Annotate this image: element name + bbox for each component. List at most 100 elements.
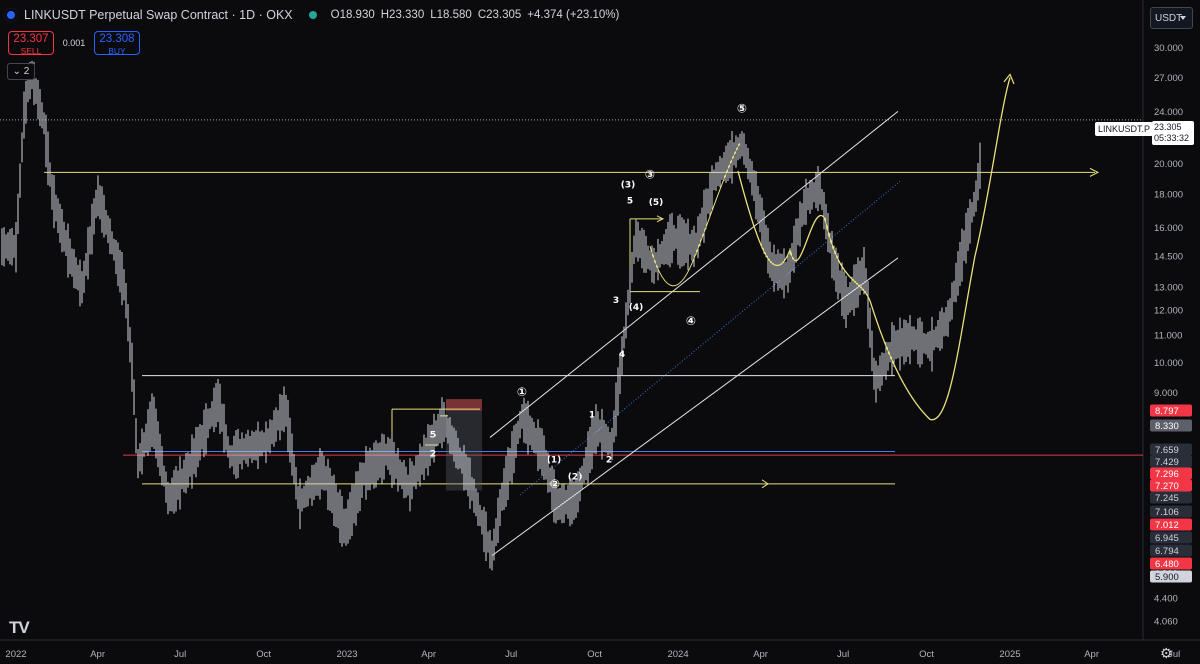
price-tick-label: 30.000 xyxy=(1154,43,1183,54)
tradingview-logo-icon[interactable]: TV xyxy=(9,618,30,637)
time-tick-label: Oct xyxy=(919,649,934,660)
price-tick-label: 10.000 xyxy=(1154,358,1183,369)
time-tick-label: Apr xyxy=(90,649,105,660)
spread-value: 0.001 xyxy=(62,38,86,48)
ohlc-close: C23.305 xyxy=(477,9,522,21)
price-label-text: 7.106 xyxy=(1155,507,1179,518)
price-tick-label: 11.000 xyxy=(1154,331,1182,342)
wave-label: 2 xyxy=(430,450,436,460)
price-label-box xyxy=(1150,419,1192,432)
wave-label: ⑤ xyxy=(737,102,747,116)
price-tick-label: 27.000 xyxy=(1154,73,1183,84)
price-label-text: 8.797 xyxy=(1155,406,1179,417)
price-label-text: 8.330 xyxy=(1155,421,1179,432)
time-tick-label: Jul xyxy=(505,649,517,660)
channel-median-line xyxy=(519,181,901,496)
wave-label: (1) xyxy=(547,456,562,466)
ohlc-change: +4.374 (+23.10%) xyxy=(527,9,620,21)
time-tick-label: Apr xyxy=(753,649,768,660)
wave-label: 2 xyxy=(606,456,612,466)
last-price-ticker-label: LINKUSDT.P xyxy=(1095,122,1154,136)
price-label-box xyxy=(1150,544,1192,557)
price-label-box xyxy=(1150,518,1192,531)
price-label-box xyxy=(1150,531,1192,544)
time-tick-label: Jul xyxy=(1168,649,1180,660)
price-label-text: 7.429 xyxy=(1155,457,1179,468)
price-label-box xyxy=(1150,491,1192,504)
price-label-box xyxy=(1150,557,1192,570)
projection-curve xyxy=(737,77,1011,421)
range-low-arrow xyxy=(761,479,769,489)
buy-label: BUY xyxy=(108,46,126,56)
buy-button[interactable]: 23.308 BUY xyxy=(94,31,140,56)
time-tick-label: 2022 xyxy=(5,649,26,660)
trade-buttons: 23.307 SELL 0.001 23.308 BUY xyxy=(8,31,140,56)
price-label-box xyxy=(1150,455,1192,468)
wave-label: (5) xyxy=(649,198,664,208)
candles xyxy=(1,60,981,571)
price-label-box xyxy=(1150,479,1192,492)
price-label-box xyxy=(1150,404,1192,417)
price-tick-label: 4.400 xyxy=(1154,593,1178,604)
time-tick-label: 2024 xyxy=(667,649,688,660)
yellow-small-arrow xyxy=(656,215,665,223)
price-tick-label: 12.000 xyxy=(1154,306,1183,317)
price-label-text: 7.245 xyxy=(1155,493,1179,504)
last-price-value: 23.305 xyxy=(1154,122,1182,132)
wave-label: 1 xyxy=(589,411,595,421)
ohlc-low: L18.580 xyxy=(430,9,472,21)
symbol-title[interactable]: LINKUSDT Perpetual Swap Contract · 1D · … xyxy=(24,8,293,22)
time-tick-label: Jul xyxy=(837,649,849,660)
chart-header: LINKUSDT Perpetual Swap Contract · 1D · … xyxy=(4,8,619,22)
price-label-text: 7.012 xyxy=(1155,520,1179,531)
projection-arrow xyxy=(1003,73,1015,85)
wave-label: ① xyxy=(517,385,527,399)
time-tick-label: Apr xyxy=(421,649,436,660)
time-tick-label: 2025 xyxy=(999,649,1020,660)
price-tick-label: 24.000 xyxy=(1154,107,1183,118)
chevron-down-icon: ⌄ xyxy=(12,66,22,77)
wave-label: (4) xyxy=(629,303,644,313)
ohlc-high: H23.330 xyxy=(380,9,425,21)
wave-label: ② xyxy=(550,477,560,491)
wave-label: (3) xyxy=(621,181,636,191)
sell-button[interactable]: 23.307 SELL xyxy=(8,31,54,56)
wave-label: ④ xyxy=(686,314,696,328)
wave-label: 4 xyxy=(619,350,625,360)
price-label-box xyxy=(1150,443,1192,456)
wave-label: 3 xyxy=(613,296,619,306)
price-label-text: 7.296 xyxy=(1155,469,1179,480)
price-tick-label: 14.500 xyxy=(1154,251,1183,262)
wave-label: 5 xyxy=(430,430,436,440)
channel-upper-line xyxy=(489,110,899,438)
time-tick-label: Oct xyxy=(256,649,271,660)
price-label-text: 5.900 xyxy=(1155,572,1179,583)
last-price-label: 23.305 05:33:32 xyxy=(1152,121,1194,145)
price-tick-label: 18.000 xyxy=(1154,189,1183,200)
buy-price: 23.308 xyxy=(99,33,135,45)
currency-select[interactable]: USDT xyxy=(1150,7,1193,29)
price-label-text: 6.480 xyxy=(1155,559,1179,570)
price-tick-label: 4.060 xyxy=(1154,617,1178,628)
time-tick-label: Oct xyxy=(587,649,602,660)
indicators-count: 2 xyxy=(23,66,30,77)
price-label-text: 7.270 xyxy=(1155,481,1179,492)
price-label-text: 6.945 xyxy=(1155,533,1179,544)
gear-icon[interactable]: ⚙ xyxy=(1160,645,1173,661)
time-tick-label: 2023 xyxy=(336,649,357,660)
wave-sketch xyxy=(649,142,741,287)
ohlc-open: O18.930 xyxy=(330,9,375,21)
wave-label: 5 xyxy=(627,197,633,207)
wave-label: ③ xyxy=(645,167,655,181)
bar-countdown: 05:33:32 xyxy=(1154,133,1190,143)
sell-price: 23.307 xyxy=(13,33,49,45)
symbol-logo-icon xyxy=(4,8,18,22)
price-label-text: 6.794 xyxy=(1155,546,1179,557)
price-tick-label: 16.000 xyxy=(1154,223,1183,234)
price-tick-label: 20.000 xyxy=(1154,159,1183,170)
sell-label: SELL xyxy=(20,46,42,56)
indicators-toggle[interactable]: ⌄ 2 xyxy=(7,63,35,80)
wave-label: (2) xyxy=(568,472,583,482)
